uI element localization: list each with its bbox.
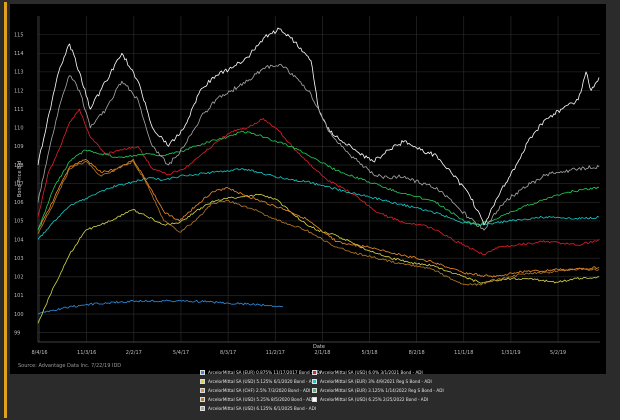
y-tick-label: 112 <box>14 88 24 94</box>
series-line <box>37 168 600 240</box>
series-line <box>37 108 600 255</box>
x-tick-label: 2/2/17 <box>126 350 142 356</box>
x-tick-label: 11/3/16 <box>77 350 96 356</box>
x-tick-label: 8/2/18 <box>409 350 425 356</box>
series-line <box>37 160 600 286</box>
legend-swatch <box>312 387 317 393</box>
series-line <box>37 63 600 231</box>
accent-bar <box>4 2 7 418</box>
series-line <box>37 299 284 315</box>
legend-swatch <box>200 378 205 384</box>
x-tick-label: 5/3/18 <box>361 350 377 356</box>
y-tick-label: 113 <box>14 70 24 76</box>
series-line <box>37 27 600 225</box>
plot-panel <box>10 4 606 374</box>
grid-lines <box>38 16 600 342</box>
legend-label: ArcelorMittal SA (CHF) 2.5% 7/3/2020 Bon… <box>208 387 311 393</box>
y-tick-label: 99 <box>14 330 20 336</box>
legend-item: ArcelorMittal SA (CHF) 2.5% 7/3/2020 Bon… <box>200 386 310 394</box>
legend-item: ArcelorMittal SA (EUR) 3% 4/9/2021 Reg S… <box>312 377 432 385</box>
legend-item: ArcelorMittal SA (USD) 6.25% 2/25/2022 B… <box>312 396 428 404</box>
y-tick-label: 110 <box>14 126 24 132</box>
y-tick-label: 105 <box>14 219 24 225</box>
y-tick-label: 108 <box>14 163 24 169</box>
legend-swatch <box>200 387 205 393</box>
legend-item: ArcelorMittal SA (USD) 6.0% 3/1/2021 Bon… <box>312 368 423 376</box>
legend-label: ArcelorMittal SA (USD) 5.125% 6/1/2020 B… <box>208 378 317 384</box>
legend-label: ArcelorMittal SA (USD) 6.0% 3/1/2021 Bon… <box>320 369 423 375</box>
legend-swatch <box>200 406 205 412</box>
y-tick-label: 101 <box>14 293 24 299</box>
legend-label: ArcelorMittal SA (USD) 5.25% 8/5/2020 Bo… <box>208 397 314 403</box>
x-tick-label: 11/2/17 <box>266 350 285 356</box>
legend-item: ArcelorMittal SA (EUR) 3.125% 1/14/2022 … <box>312 386 444 394</box>
legend-swatch <box>312 369 317 375</box>
x-tick-label: 8/3/17 <box>220 350 236 356</box>
legend-item: ArcelorMittal SA (USD) 5.125% 6/1/2020 B… <box>200 377 316 385</box>
legend-swatch <box>200 397 205 403</box>
x-tick-label: 1/31/19 <box>501 350 520 356</box>
legend-swatch <box>312 397 317 403</box>
legend: ArcelorMittal SA (EUR) 0.875% 11/17/2017… <box>200 368 500 416</box>
legend-label: ArcelorMittal SA (EUR) 3.125% 1/14/2022 … <box>320 387 444 393</box>
y-tick-label: 111 <box>14 107 24 113</box>
series-line <box>37 193 599 324</box>
legend-item: ArcelorMittal SA (USD) 6.125% 6/1/2025 B… <box>200 405 316 413</box>
legend-label: ArcelorMittal SA (EUR) 3% 4/9/2021 Reg S… <box>320 378 432 384</box>
legend-item: ArcelorMittal SA (EUR) 0.875% 11/17/2017… <box>200 368 321 376</box>
series-line <box>37 130 600 231</box>
legend-swatch <box>312 378 317 384</box>
y-tick-label: 109 <box>14 144 24 150</box>
legend-label: ArcelorMittal SA (EUR) 0.875% 11/17/2017… <box>208 369 322 375</box>
legend-label: ArcelorMittal SA (USD) 6.25% 2/25/2022 B… <box>320 397 429 403</box>
y-axis-title: Bond Price Bid <box>17 161 23 197</box>
y-tick-label: 107 <box>14 181 24 187</box>
legend-item: ArcelorMittal SA (USD) 5.25% 8/5/2020 Bo… <box>200 396 313 404</box>
y-tick-label: 102 <box>14 275 24 281</box>
y-tick-label: 106 <box>14 200 24 206</box>
x-tick-label: 8/4/16 <box>32 350 48 356</box>
x-axis-title: Date <box>313 344 325 350</box>
x-tick-label: 5/2/19 <box>550 350 566 356</box>
x-tick-label: 11/1/18 <box>454 350 473 356</box>
legend-swatch <box>200 369 205 375</box>
y-tick-label: 103 <box>14 256 24 262</box>
legend-label: ArcelorMittal SA (USD) 6.125% 6/1/2025 B… <box>208 406 317 412</box>
x-tick-label: 5/4/17 <box>173 350 189 356</box>
source-note: Source: Advantage Data Inc. 7/22/19 IDD <box>18 363 122 369</box>
y-tick-label: 104 <box>14 237 24 243</box>
series-line <box>37 159 600 278</box>
y-tick-label: 114 <box>14 51 24 57</box>
x-tick-label: 2/1/18 <box>314 350 330 356</box>
y-tick-label: 100 <box>14 312 24 318</box>
y-tick-label: 115 <box>14 32 24 38</box>
